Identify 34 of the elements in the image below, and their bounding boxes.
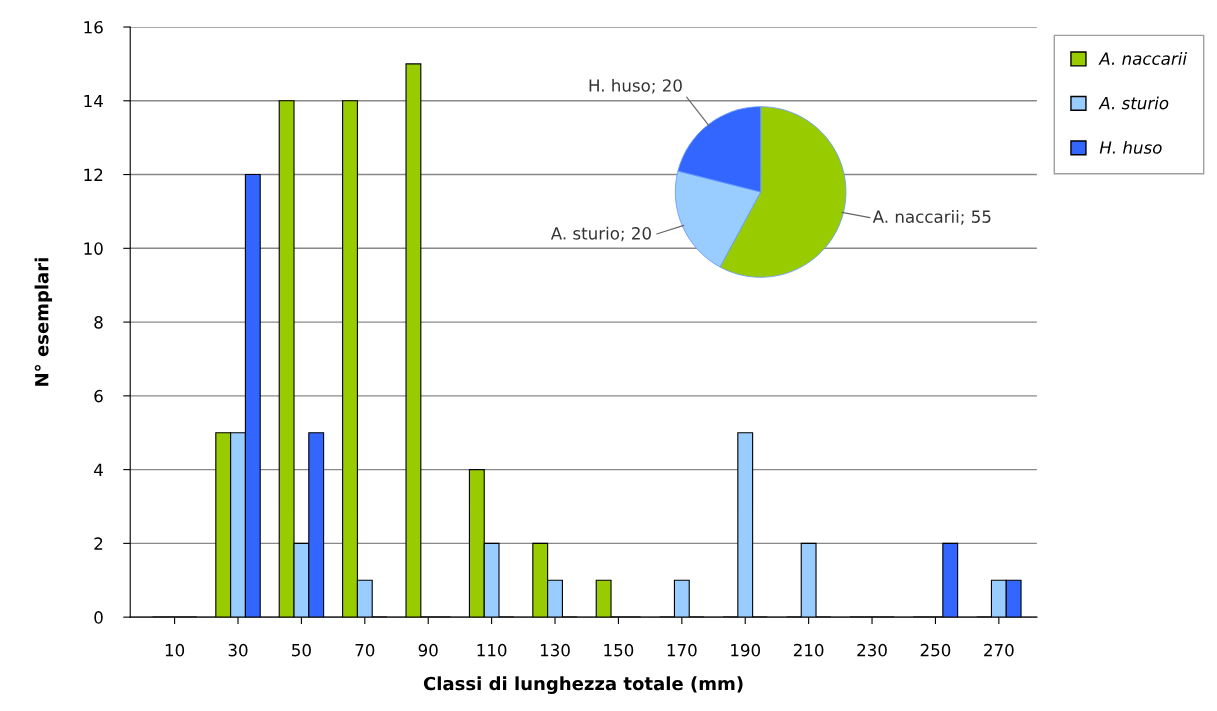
data-label: ; 20 — [652, 79, 682, 94]
x-tick-label: 90 — [418, 643, 438, 657]
x-tick-label: 50 — [292, 643, 311, 657]
slice-label: A. sturio — [550, 226, 620, 240]
x-tick-label: 70 — [355, 643, 375, 657]
legend-label: A. sturio — [1098, 96, 1169, 110]
x-tick-label: 150 — [604, 643, 634, 657]
x-tick-label: 170 — [667, 643, 697, 657]
y-tick-label: 14 — [84, 94, 103, 108]
y-axis-title: N° esemplari — [34, 258, 53, 386]
y-tick-label: 10 — [84, 242, 103, 255]
x-tick-label: 10 — [165, 643, 185, 657]
y-tick-label: 4 — [94, 463, 103, 476]
y-tick-label: 16 — [84, 20, 103, 34]
slice-label: H. huso — [589, 78, 650, 92]
data-label: ; 20 — [621, 227, 651, 242]
y-tick-label: 2 — [94, 537, 103, 550]
legend-label: H. huso — [1099, 140, 1162, 154]
x-tick-label: 210 — [793, 643, 824, 657]
y-tick-label: 0 — [94, 611, 103, 624]
x-tick-label: 130 — [540, 643, 570, 657]
y-tick-label: 8 — [94, 316, 103, 329]
x-tick-label: 250 — [920, 643, 951, 657]
y-tick-label: 12 — [84, 168, 103, 181]
slice-label: A. naccarii — [872, 210, 959, 223]
legend-label: A. naccarii — [1098, 52, 1187, 65]
x-tick-label: 110 — [477, 643, 507, 657]
x-tick-label: 30 — [228, 643, 248, 657]
x-tick-label: 230 — [857, 643, 887, 657]
x-tick-label: 190 — [731, 643, 761, 657]
x-axis-title: Classi di lunghezza totale (mm) — [423, 676, 743, 694]
data-label: ; 55 — [961, 210, 991, 225]
x-tick-label: 270 — [984, 643, 1014, 657]
y-tick-label: 6 — [94, 389, 103, 403]
